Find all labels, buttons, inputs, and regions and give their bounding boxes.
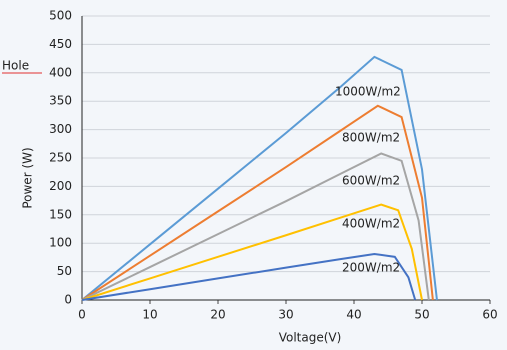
series-label: 200W/m2 xyxy=(342,261,400,275)
y-tick-label: 300 xyxy=(49,122,72,136)
x-tick-label: 30 xyxy=(278,308,293,322)
y-tick-label: 500 xyxy=(49,9,72,23)
y-tick-label: 450 xyxy=(49,37,72,51)
x-tick-label: 0 xyxy=(78,308,86,322)
series-line xyxy=(81,104,434,301)
x-tick-label: 50 xyxy=(414,308,429,322)
y-tick-label: 250 xyxy=(49,151,72,165)
y-tick-label: 50 xyxy=(57,264,72,278)
y-tick-label: 150 xyxy=(49,207,72,221)
x-tick-label: 60 xyxy=(482,308,497,322)
y-tick-label: 200 xyxy=(49,179,72,193)
x-tick-label: 20 xyxy=(210,308,225,322)
y-tick-label: 0 xyxy=(64,293,72,307)
series-line xyxy=(81,55,438,301)
y-tick-label: 400 xyxy=(49,65,72,79)
x-tick-label: 40 xyxy=(346,308,361,322)
series-line xyxy=(81,203,423,301)
series-line xyxy=(81,152,430,301)
series-label: 400W/m2 xyxy=(342,217,400,231)
series-line xyxy=(81,252,417,301)
series-label: 1000W/m2 xyxy=(335,85,401,99)
x-axis-title: Voltage(V) xyxy=(279,331,342,345)
series-label: 600W/m2 xyxy=(342,174,400,188)
annotation: Hole xyxy=(2,59,29,73)
x-tick-label: 10 xyxy=(142,308,157,322)
y-tick-label: 100 xyxy=(49,236,72,250)
series-label: 800W/m2 xyxy=(342,131,400,145)
y-tick-label: 350 xyxy=(49,94,72,108)
y-axis-title: Power (W) xyxy=(21,147,35,208)
